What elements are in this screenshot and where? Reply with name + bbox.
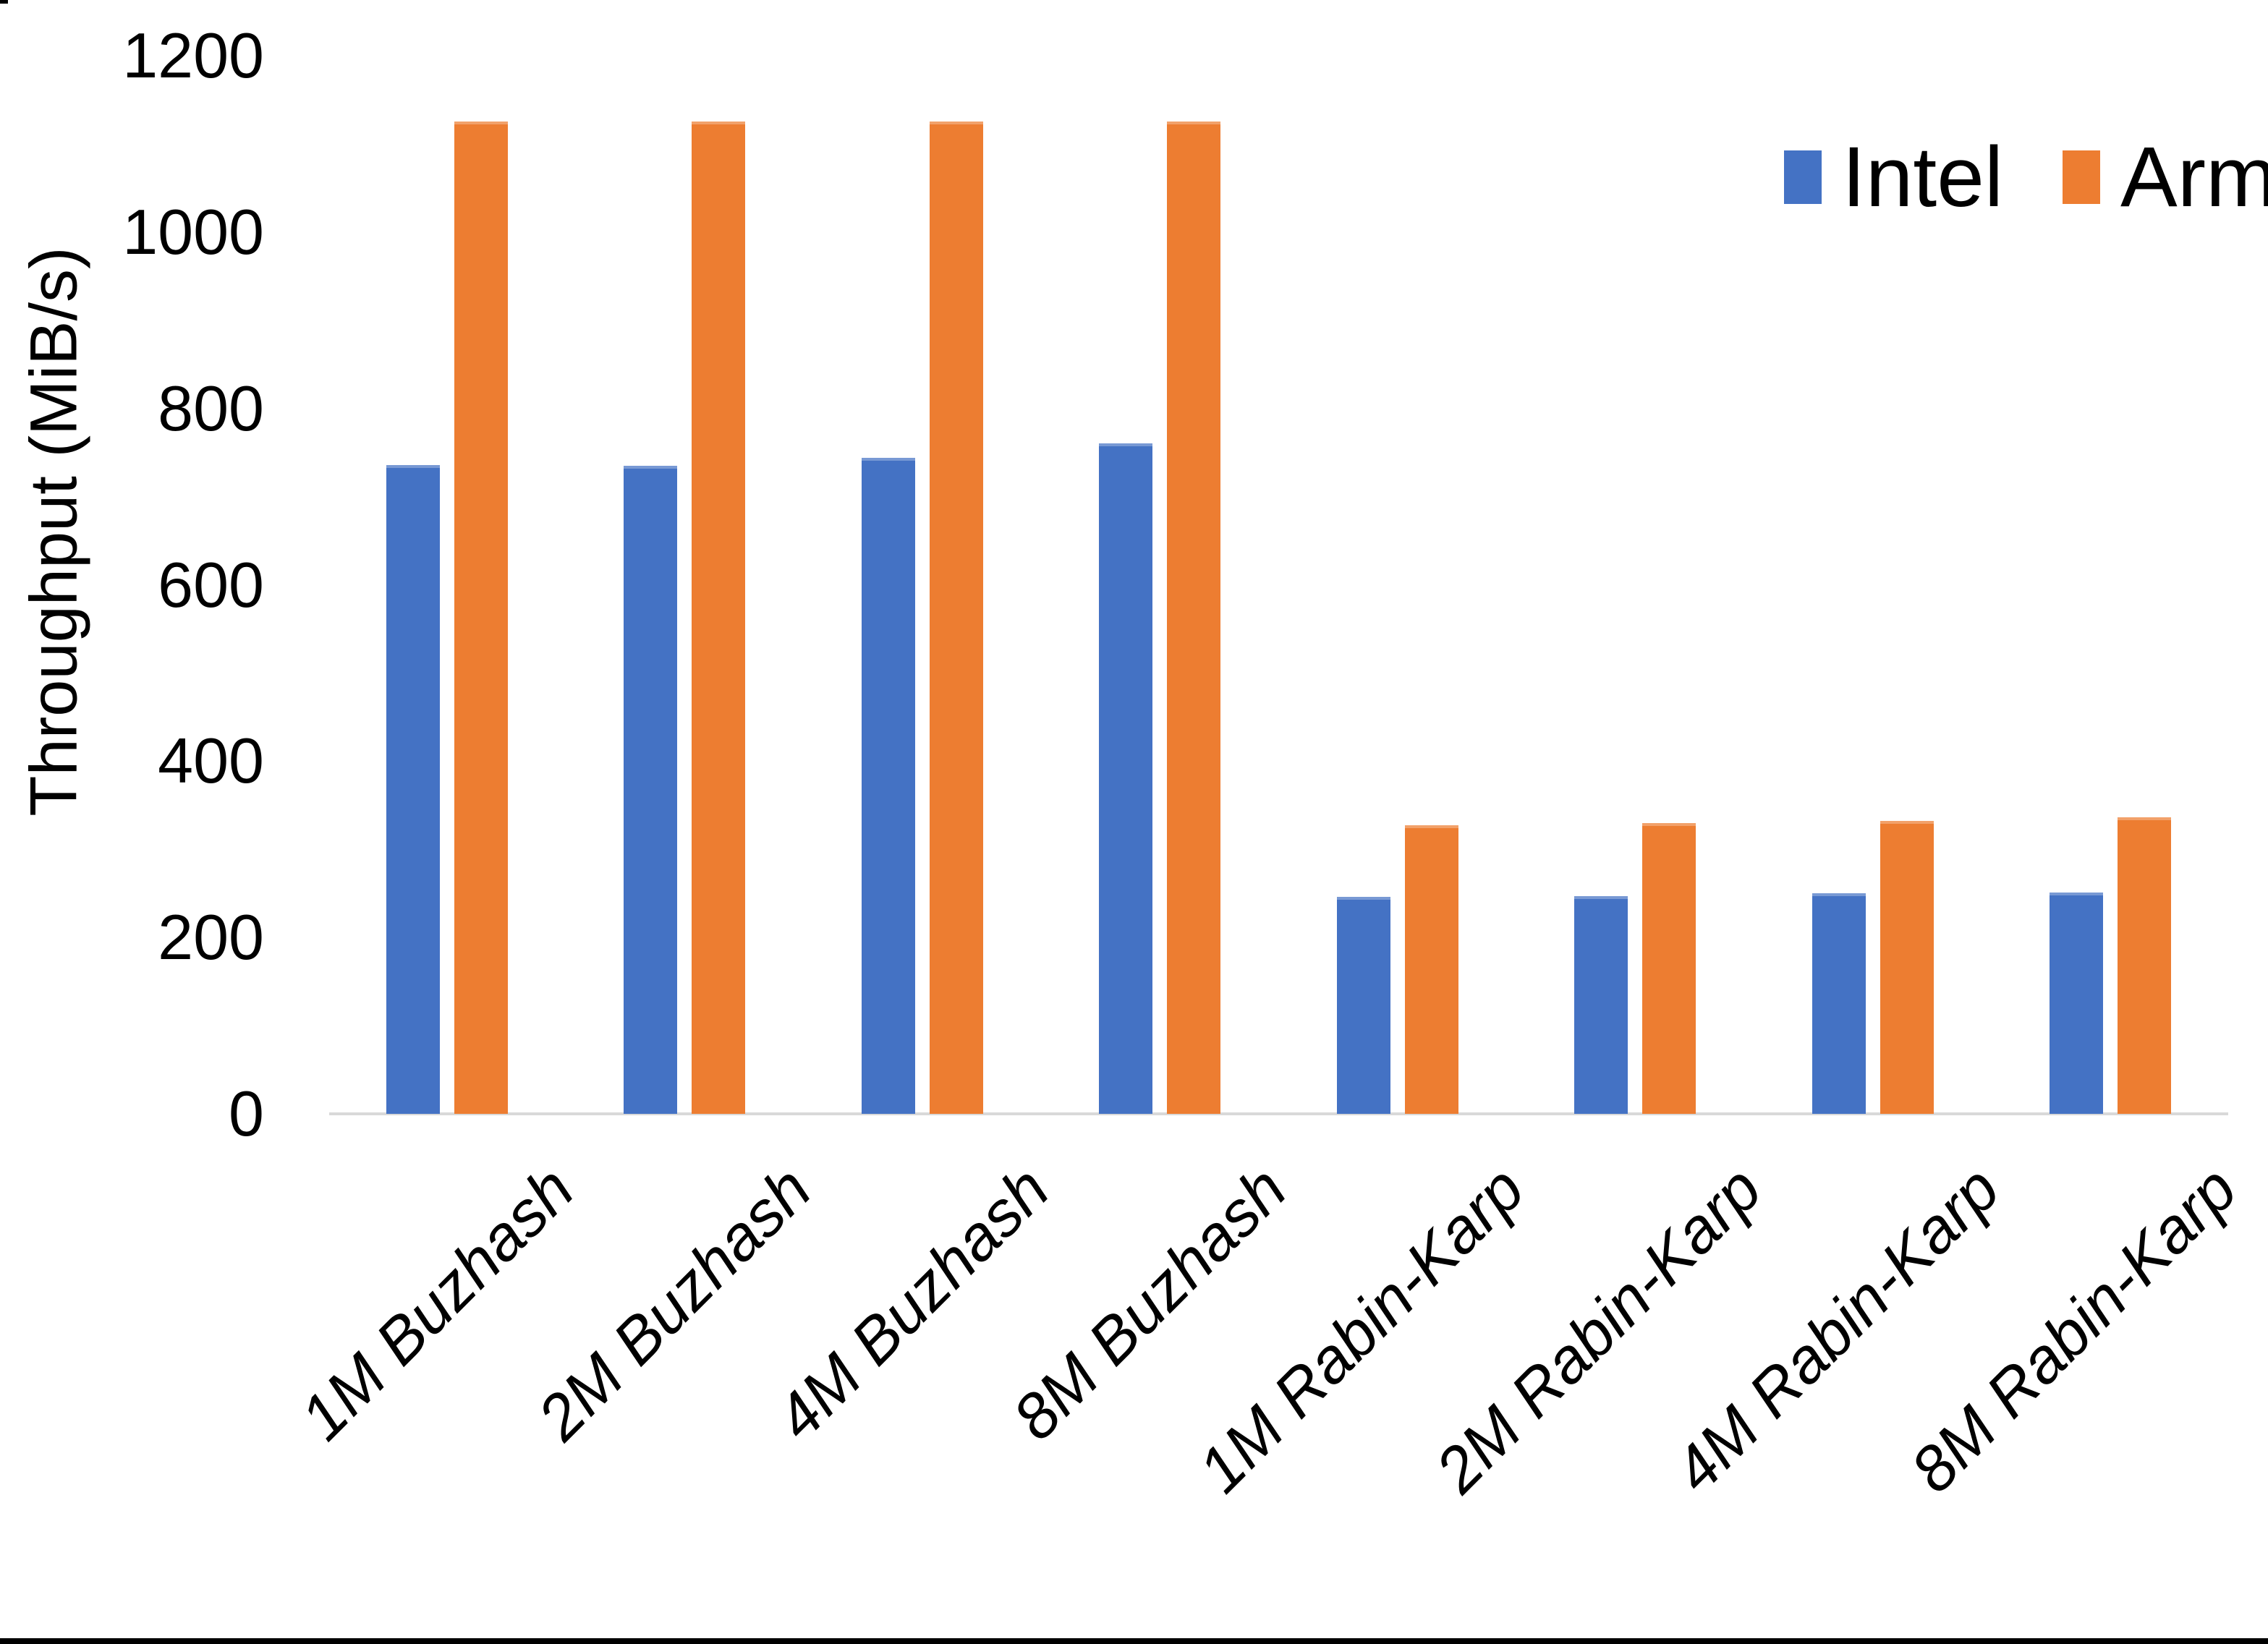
bar-intel-8m-rabin-karp (2050, 893, 2103, 1114)
top-left-edge-artifact (0, 0, 8, 4)
y-axis-title: Throughput (MiB/s) (17, 247, 91, 817)
bar-arm-2m-rabin-karp (1642, 823, 1696, 1114)
bar-arm-2m-buzhash (692, 122, 745, 1114)
bar-intel-4m-buzhash (862, 458, 915, 1114)
bar-arm-4m-buzhash (930, 122, 983, 1114)
y-tick-label-1200: 1200 (122, 20, 264, 91)
bar-intel-4m-rabin-karp (1812, 893, 1866, 1114)
legend-item-intel: Intel (1784, 135, 2003, 220)
legend-item-arm: Arm (2063, 135, 2268, 220)
bar-intel-1m-buzhash (386, 465, 440, 1114)
bar-arm-8m-buzhash (1167, 122, 1220, 1114)
legend-marker-intel (1784, 150, 1822, 204)
bar-intel-2m-buzhash (624, 466, 677, 1114)
legend-label-intel: Intel (1842, 129, 2004, 225)
bar-arm-4m-rabin-karp (1880, 821, 1934, 1114)
y-tick-label-1000: 1000 (122, 195, 264, 268)
bar-arm-8m-rabin-karp (2118, 817, 2171, 1114)
x-axis-line (329, 1112, 2228, 1115)
bottom-edge-bar (0, 1638, 2268, 1644)
bar-intel-8m-buzhash (1099, 443, 1152, 1114)
y-tick-label-0: 0 (229, 1078, 264, 1149)
legend-label-arm: Arm (2120, 129, 2268, 225)
y-tick-label-200: 200 (158, 901, 264, 974)
legend: Intel Arm (1784, 135, 2268, 220)
y-tick-label-400: 400 (158, 725, 264, 797)
y-tick-label-600: 600 (158, 548, 264, 621)
legend-marker-arm (2063, 150, 2101, 204)
bar-arm-1m-buzhash (454, 122, 508, 1114)
y-tick-label-800: 800 (158, 372, 264, 444)
bar-arm-1m-rabin-karp (1405, 825, 1458, 1114)
bar-intel-2m-rabin-karp (1574, 896, 1628, 1114)
bar-intel-1m-rabin-karp (1337, 897, 1390, 1114)
